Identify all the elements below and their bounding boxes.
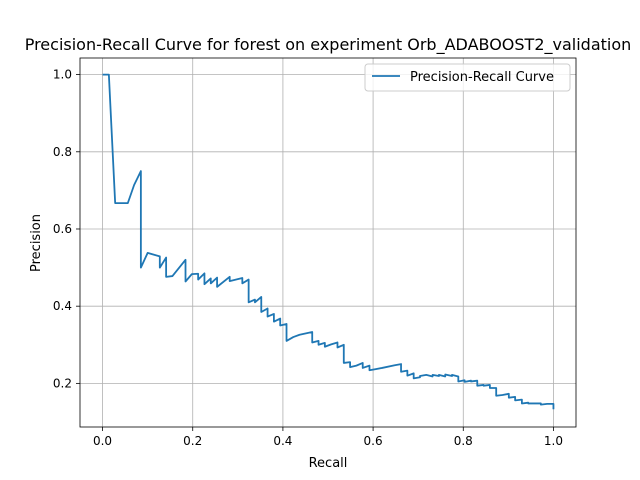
pr-curve-line (102, 73, 555, 410)
y-tick-label: 0.6 (53, 222, 72, 236)
chart-title: Precision-Recall Curve for forest on exp… (25, 35, 632, 55)
x-tick-label: 0.2 (183, 434, 202, 448)
x-tick-label: 0.4 (273, 434, 292, 448)
plot-frame (79, 57, 577, 428)
y-tick-label: 0.8 (53, 145, 72, 159)
x-tick-label: 0.6 (364, 434, 383, 448)
legend-entry-label: Precision-Recall Curve (410, 70, 554, 85)
x-tick-label: 0.8 (454, 434, 473, 448)
series-layer (102, 73, 555, 410)
y-tick-label: 1.0 (53, 68, 72, 82)
x-tick-label: 1.0 (544, 434, 563, 448)
tick-layer: 0.0 0.2 0.4 0.6 0.8 1.0 0.2 0.4 0.6 0.8 1.0 (53, 68, 563, 448)
x-tick-label: 0.0 (93, 434, 112, 448)
x-axis-label: Recall (309, 456, 348, 471)
legend: Precision-Recall Curve (364, 63, 571, 92)
y-tick-label: 0.4 (53, 299, 72, 313)
legend-box (364, 63, 571, 92)
plot-area (80, 58, 576, 427)
y-axis-label: Precision (29, 214, 44, 272)
y-tick-label: 0.2 (53, 376, 72, 390)
